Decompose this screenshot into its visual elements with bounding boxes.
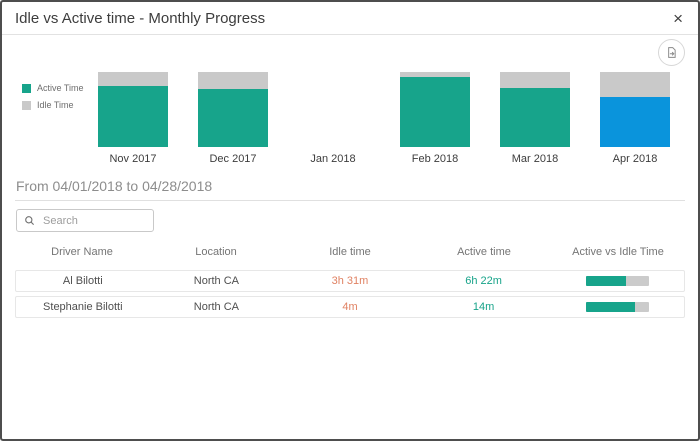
dialog-header: Idle vs Active time - Monthly Progress × — [2, 2, 698, 35]
idle-time-swatch — [22, 100, 31, 110]
idle-segment — [500, 72, 570, 88]
active-segment — [600, 96, 670, 147]
table-row[interactable]: Stephanie Bilotti North CA 4m 14m — [15, 296, 685, 318]
idle-segment — [400, 72, 470, 78]
month-bar-apr-2018-selected[interactable]: Apr 2018 — [600, 72, 670, 165]
column-header-active-time: Active time — [457, 246, 511, 258]
month-label: Apr 2018 — [612, 153, 658, 165]
legend-label: Active Time — [37, 83, 84, 93]
month-bar-feb-2018[interactable]: Feb 2018 — [400, 72, 470, 165]
table-header-row: Driver Name Location Idle time Active ti… — [15, 242, 685, 270]
monthly-progress-chart: Active Time Idle Time Nov 2017 Dec 2017 — [2, 62, 698, 166]
month-bar-nov-2017[interactable]: Nov 2017 — [98, 72, 168, 165]
column-header-idle-time: Idle time — [329, 246, 371, 258]
export-report-button[interactable] — [658, 39, 685, 66]
driver-name-cell: Al Bilotti — [62, 275, 103, 287]
month-label: Nov 2017 — [109, 153, 157, 165]
export-icon — [665, 46, 678, 59]
drivers-table: Driver Name Location Idle time Active ti… — [15, 242, 685, 322]
month-label: Jan 2018 — [310, 153, 356, 165]
chart-legend: Active Time Idle Time — [22, 83, 84, 117]
month-bar-jan-2018[interactable]: Jan 2018 — [298, 72, 368, 165]
table-row[interactable]: Al Bilotti North CA 3h 31m 6h 22m — [15, 270, 685, 292]
close-icon[interactable]: × — [673, 8, 683, 28]
driver-name-cell: Stephanie Bilotti — [43, 301, 123, 313]
month-label: Mar 2018 — [511, 153, 559, 165]
active-segment — [500, 87, 570, 147]
stacked-bar — [600, 72, 670, 147]
stacked-bar — [98, 72, 168, 147]
search-box — [16, 209, 154, 232]
idle-time-cell: 4m — [342, 301, 358, 313]
search-icon — [24, 215, 35, 226]
column-header-driver-name: Driver Name — [51, 246, 113, 258]
active-time-cell: 14m — [472, 301, 495, 313]
active-segment — [400, 77, 470, 147]
idle-time-cell: 3h 31m — [331, 275, 369, 287]
legend-item-idle-time: Idle Time — [22, 100, 84, 110]
active-time-cell: 6h 22m — [465, 275, 502, 287]
column-header-active-vs-idle: Active vs Idle Time — [572, 246, 664, 258]
column-header-location: Location — [195, 246, 237, 258]
active-vs-idle-progressbar — [585, 302, 649, 312]
progress-fill — [585, 276, 626, 286]
legend-item-active-time: Active Time — [22, 83, 84, 93]
idle-segment — [600, 72, 670, 97]
active-vs-idle-progressbar — [585, 276, 649, 286]
stacked-bar — [198, 72, 268, 147]
idle-segment — [98, 72, 168, 86]
active-vs-idle-cell — [550, 276, 684, 286]
month-label: Feb 2018 — [411, 153, 459, 165]
search-input[interactable] — [41, 213, 146, 228]
active-vs-idle-cell — [550, 302, 684, 312]
month-bar-mar-2018[interactable]: Mar 2018 — [500, 72, 570, 165]
progress-fill — [585, 302, 635, 312]
month-bar-dec-2017[interactable]: Dec 2017 — [198, 72, 268, 165]
active-time-swatch — [22, 83, 31, 93]
section-divider — [15, 200, 685, 201]
legend-label: Idle Time — [37, 100, 74, 110]
active-segment — [98, 85, 168, 147]
idle-segment — [198, 72, 268, 89]
location-cell: North CA — [193, 275, 240, 287]
stacked-bar — [400, 72, 470, 147]
month-label: Dec 2017 — [209, 153, 257, 165]
location-cell: North CA — [193, 301, 240, 313]
stacked-bar — [500, 72, 570, 147]
dialog-title: Idle vs Active time - Monthly Progress — [15, 9, 266, 27]
period-heading: From 04/01/2018 to 04/28/2018 — [16, 178, 213, 194]
active-segment — [198, 88, 268, 147]
stacked-bar — [298, 72, 368, 147]
